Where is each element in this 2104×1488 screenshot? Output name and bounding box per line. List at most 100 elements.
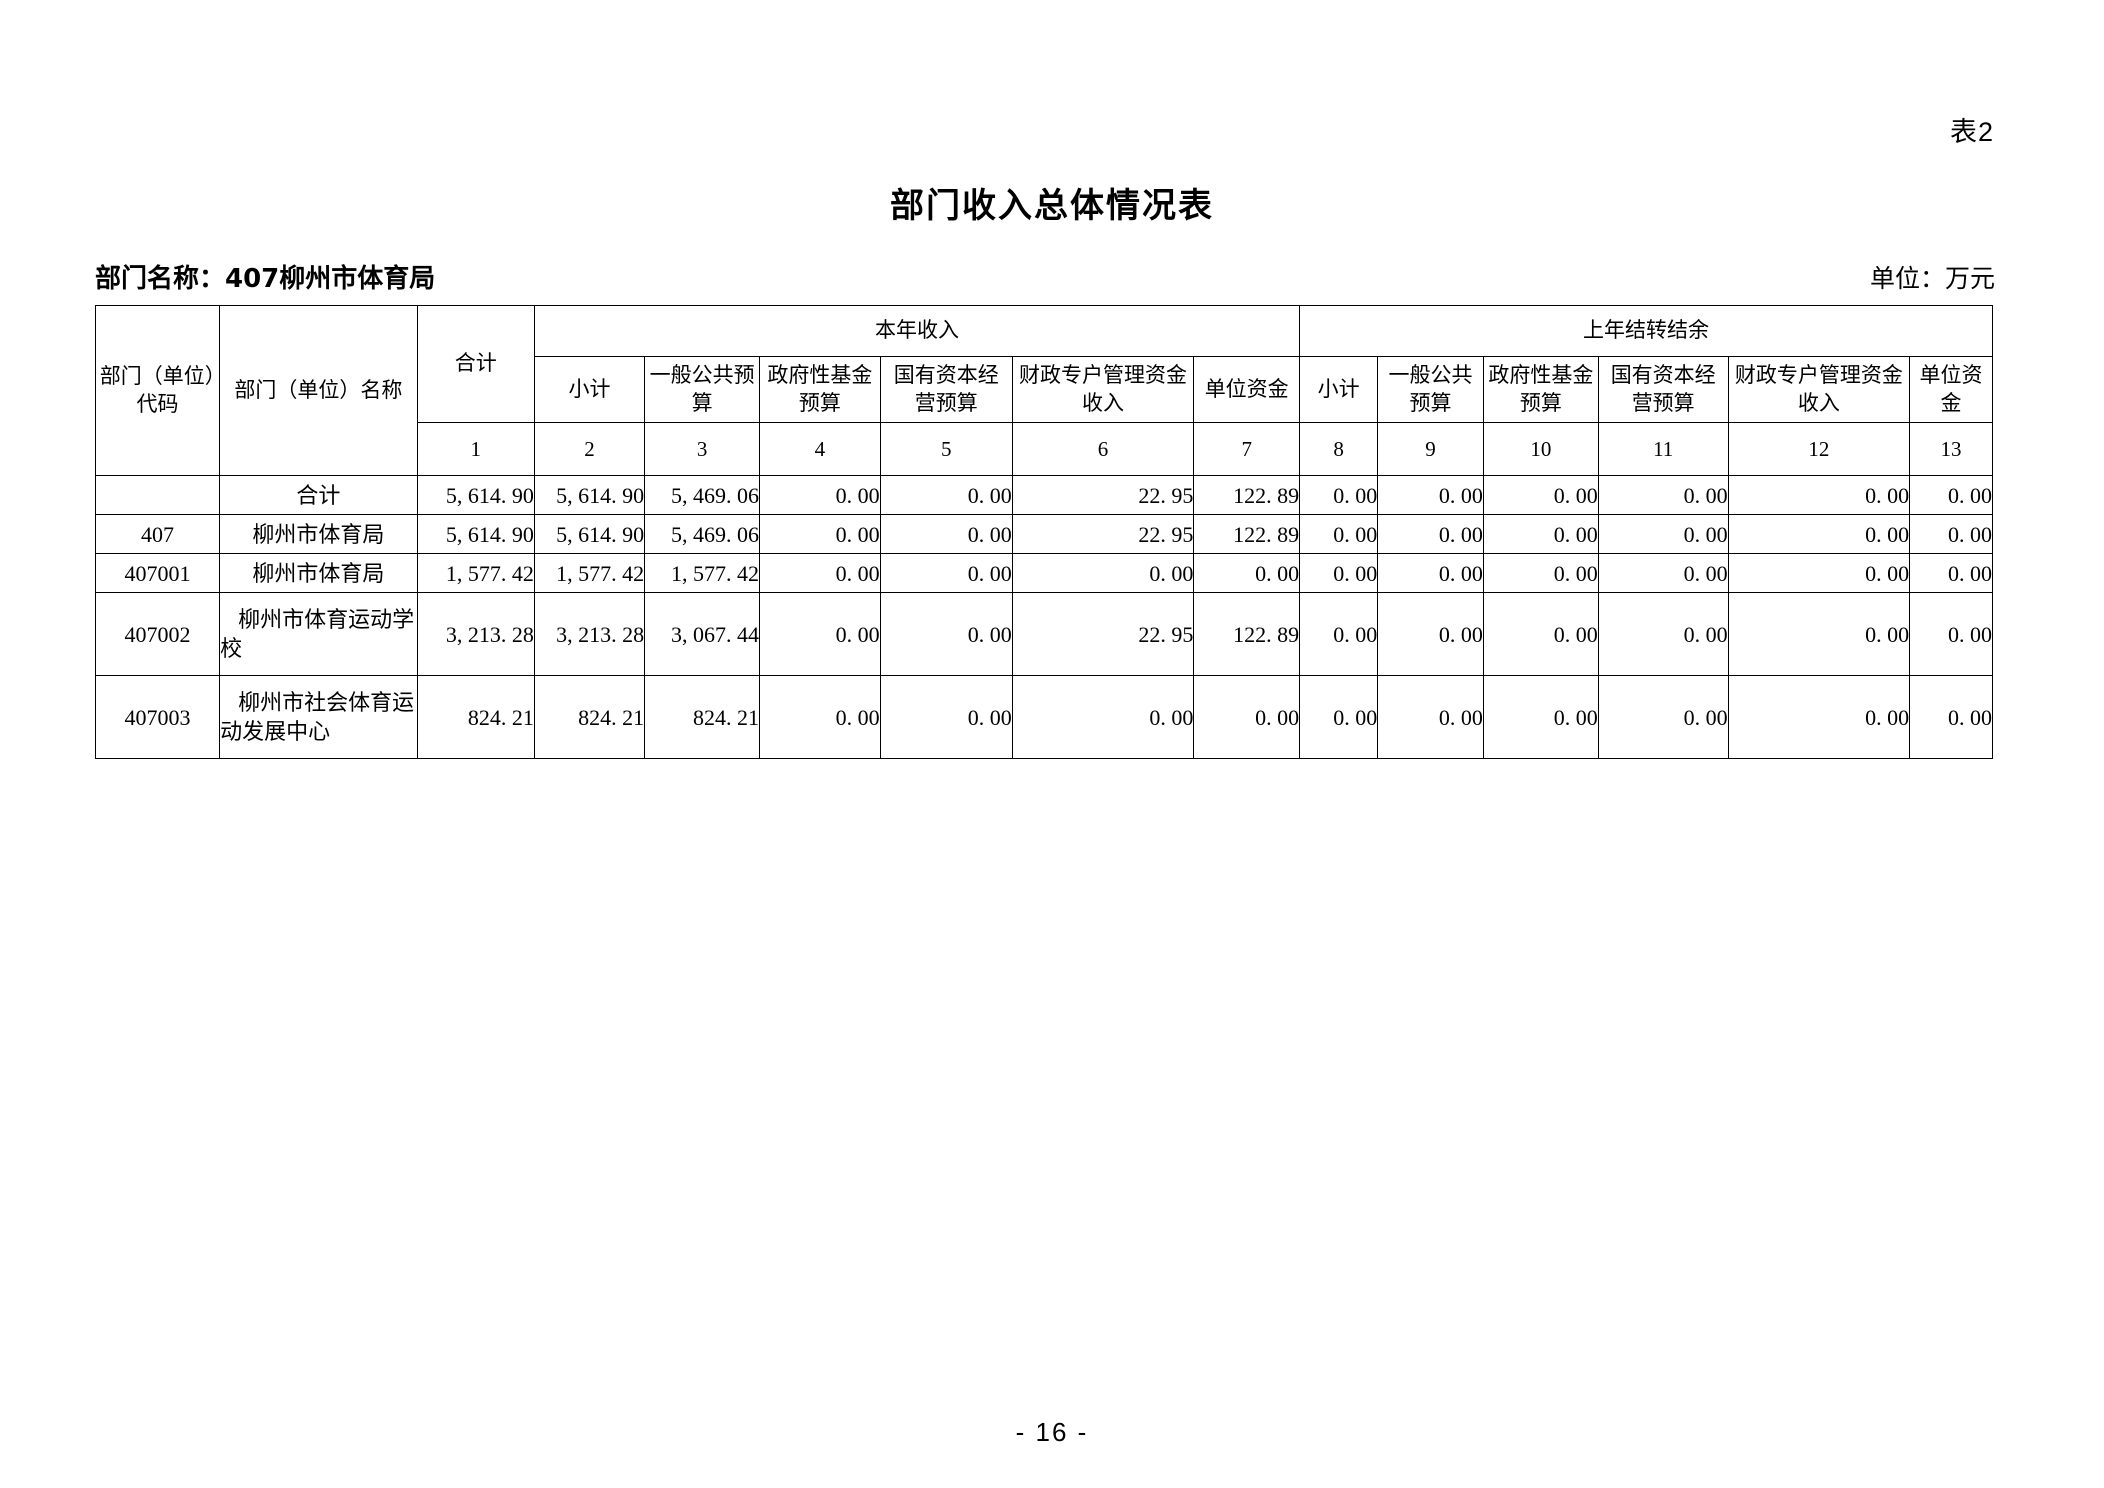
cell-dept-code: 407: [94, 514, 221, 555]
header-group-current-year: 本年收入: [533, 305, 1301, 357]
cell-dept-name: 柳州市体育局: [219, 553, 418, 594]
table-row: 合计 5, 614. 90 5, 614. 90 5, 469. 06 0. 00 0. …: [94, 475, 1993, 516]
cell-value-col-12: 0. 00: [1727, 514, 1911, 555]
cell-value-col-4: 0. 00: [759, 514, 881, 555]
cell-value-col-1: 3, 213. 28: [416, 592, 535, 677]
cell-value-col-1: 5, 614. 90: [416, 475, 535, 516]
header-total: 合计: [416, 304, 535, 424]
column-number-6: 6: [1011, 422, 1195, 477]
cell-value-col-10: 0. 00: [1482, 675, 1599, 760]
cell-value-col-12: 0. 00: [1727, 475, 1911, 516]
cell-value-col-4: 0. 00: [759, 592, 881, 677]
cell-value-col-5: 0. 00: [879, 675, 1013, 760]
cell-value-col-7: 122. 89: [1193, 514, 1301, 555]
cell-value-col-2: 5, 614. 90: [533, 475, 646, 516]
cell-value-col-10: 0. 00: [1482, 592, 1599, 677]
cell-value-col-8: 0. 00: [1299, 475, 1379, 516]
cell-value-col-12: 0. 00: [1727, 553, 1911, 594]
cell-dept-code: [94, 475, 221, 516]
header-dept-name: 部门（单位）名称: [219, 304, 418, 477]
header-carryover-unit-funds: 单位资金: [1909, 355, 1993, 424]
column-number-13: 13: [1909, 422, 1993, 477]
header-current-government-fund-budget: 政府性基金预算: [759, 355, 881, 424]
header-carryover-subtotal: 小计: [1299, 355, 1379, 424]
department-name-label: 部门名称：407柳州市体育局: [95, 264, 436, 294]
column-number-8: 8: [1299, 422, 1379, 477]
column-number-9: 9: [1377, 422, 1484, 477]
table-row: 407003 柳州市社会体育运动发展中心 824. 21 824. 21 824. 21…: [94, 675, 1993, 760]
column-number-12: 12: [1727, 422, 1911, 477]
cell-dept-code: 407001: [94, 553, 221, 594]
table-header: 部门（单位）代码 部门（单位）名称 合计 本年收入 上年结转结余 小计 一般公共…: [94, 304, 1993, 477]
cell-value-col-11: 0. 00: [1597, 553, 1729, 594]
header-carryover-fiscal-special-account-income: 财政专户管理资金收入: [1727, 355, 1911, 424]
table-row: 407001 柳州市体育局 1, 577. 42 1, 577. 42 1, 577. …: [94, 553, 1993, 594]
cell-value-col-5: 0. 00: [879, 475, 1013, 516]
header-dept-code: 部门（单位）代码: [94, 304, 221, 477]
header-row-column-numbers: 1 2 3 4 5 6 7 8 9 10 11 12 13: [96, 422, 1993, 477]
cell-value-col-6: 0. 00: [1011, 675, 1195, 760]
cell-value-col-11: 0. 00: [1597, 475, 1729, 516]
table-body: 合计 5, 614. 90 5, 614. 90 5, 469. 06 0. 00 0. …: [94, 475, 1993, 760]
header-current-fiscal-special-account-income: 财政专户管理资金收入: [1011, 355, 1195, 424]
column-number-10: 10: [1482, 422, 1599, 477]
cell-dept-name: 柳州市体育局: [219, 514, 418, 555]
cell-value-col-11: 0. 00: [1597, 592, 1729, 677]
cell-value-col-5: 0. 00: [879, 592, 1013, 677]
cell-value-col-10: 0. 00: [1482, 553, 1599, 594]
cell-value-col-9: 0. 00: [1377, 553, 1484, 594]
page-number: - 16 -: [1015, 1417, 1089, 1447]
cell-value-col-10: 0. 00: [1482, 514, 1599, 555]
cell-value-col-7: 0. 00: [1193, 675, 1301, 760]
cell-value-col-6: 22. 95: [1011, 514, 1195, 555]
column-number-4: 4: [759, 422, 881, 477]
cell-value-col-7: 122. 89: [1193, 592, 1301, 677]
cell-value-col-9: 0. 00: [1377, 514, 1484, 555]
cell-value-col-12: 0. 00: [1727, 675, 1911, 760]
table-row: 407002 柳州市体育运动学校 3, 213. 28 3, 213. 28 3, 06…: [94, 592, 1993, 677]
table-meta-row: 部门名称：407柳州市体育局 单位：万元: [95, 258, 1995, 295]
cell-value-col-11: 0. 00: [1597, 514, 1729, 555]
budget-table-container: 部门（单位）代码 部门（单位）名称 合计 本年收入 上年结转结余 小计 一般公共…: [94, 304, 1993, 760]
sheet-label: 表2: [1949, 117, 1994, 147]
cell-value-col-8: 0. 00: [1299, 553, 1379, 594]
header-carryover-state-capital-operating-budget: 国有资本经营预算: [1597, 355, 1729, 424]
cell-value-col-1: 5, 614. 90: [416, 514, 535, 555]
cell-value-col-4: 0. 00: [759, 675, 881, 760]
cell-dept-code: 407002: [94, 592, 221, 677]
header-current-general-public-budget: 一般公共预算: [644, 355, 761, 424]
cell-value-col-7: 122. 89: [1193, 475, 1301, 516]
column-number-11: 11: [1597, 422, 1729, 477]
cell-value-col-5: 0. 00: [879, 553, 1013, 594]
cell-value-col-6: 22. 95: [1011, 475, 1195, 516]
cell-value-col-1: 1, 577. 42: [416, 553, 535, 594]
department-income-table: 部门（单位）代码 部门（单位）名称 合计 本年收入 上年结转结余 小计 一般公共…: [94, 304, 1993, 760]
column-number-7: 7: [1193, 422, 1301, 477]
header-current-state-capital-operating-budget: 国有资本经营预算: [879, 355, 1013, 424]
cell-value-col-8: 0. 00: [1299, 675, 1379, 760]
cell-value-col-2: 824. 21: [533, 675, 646, 760]
unit-label: 单位：万元: [1869, 265, 1995, 293]
cell-value-col-3: 5, 469. 06: [644, 514, 761, 555]
cell-value-col-6: 22. 95: [1011, 592, 1195, 677]
cell-value-col-3: 824. 21: [644, 675, 761, 760]
column-number-2: 2: [533, 422, 646, 477]
cell-value-col-4: 0. 00: [759, 553, 881, 594]
header-carryover-government-fund-budget: 政府性基金预算: [1482, 355, 1599, 424]
page-title: 部门收入总体情况表: [890, 186, 1214, 226]
cell-dept-name: 柳州市体育运动学校: [219, 592, 418, 677]
cell-value-col-5: 0. 00: [879, 514, 1013, 555]
cell-value-col-3: 5, 469. 06: [644, 475, 761, 516]
cell-value-col-12: 0. 00: [1727, 592, 1911, 677]
cell-value-col-3: 1, 577. 42: [644, 553, 761, 594]
cell-value-col-11: 0. 00: [1597, 675, 1729, 760]
cell-value-col-2: 3, 213. 28: [533, 592, 646, 677]
cell-value-col-13: 0. 00: [1909, 592, 1993, 677]
cell-value-col-2: 5, 614. 90: [533, 514, 646, 555]
cell-value-col-10: 0. 00: [1482, 475, 1599, 516]
header-group-carryover: 上年结转结余: [1299, 305, 1993, 357]
column-number-1: 1: [416, 422, 535, 477]
column-number-5: 5: [879, 422, 1013, 477]
cell-value-col-13: 0. 00: [1909, 514, 1993, 555]
